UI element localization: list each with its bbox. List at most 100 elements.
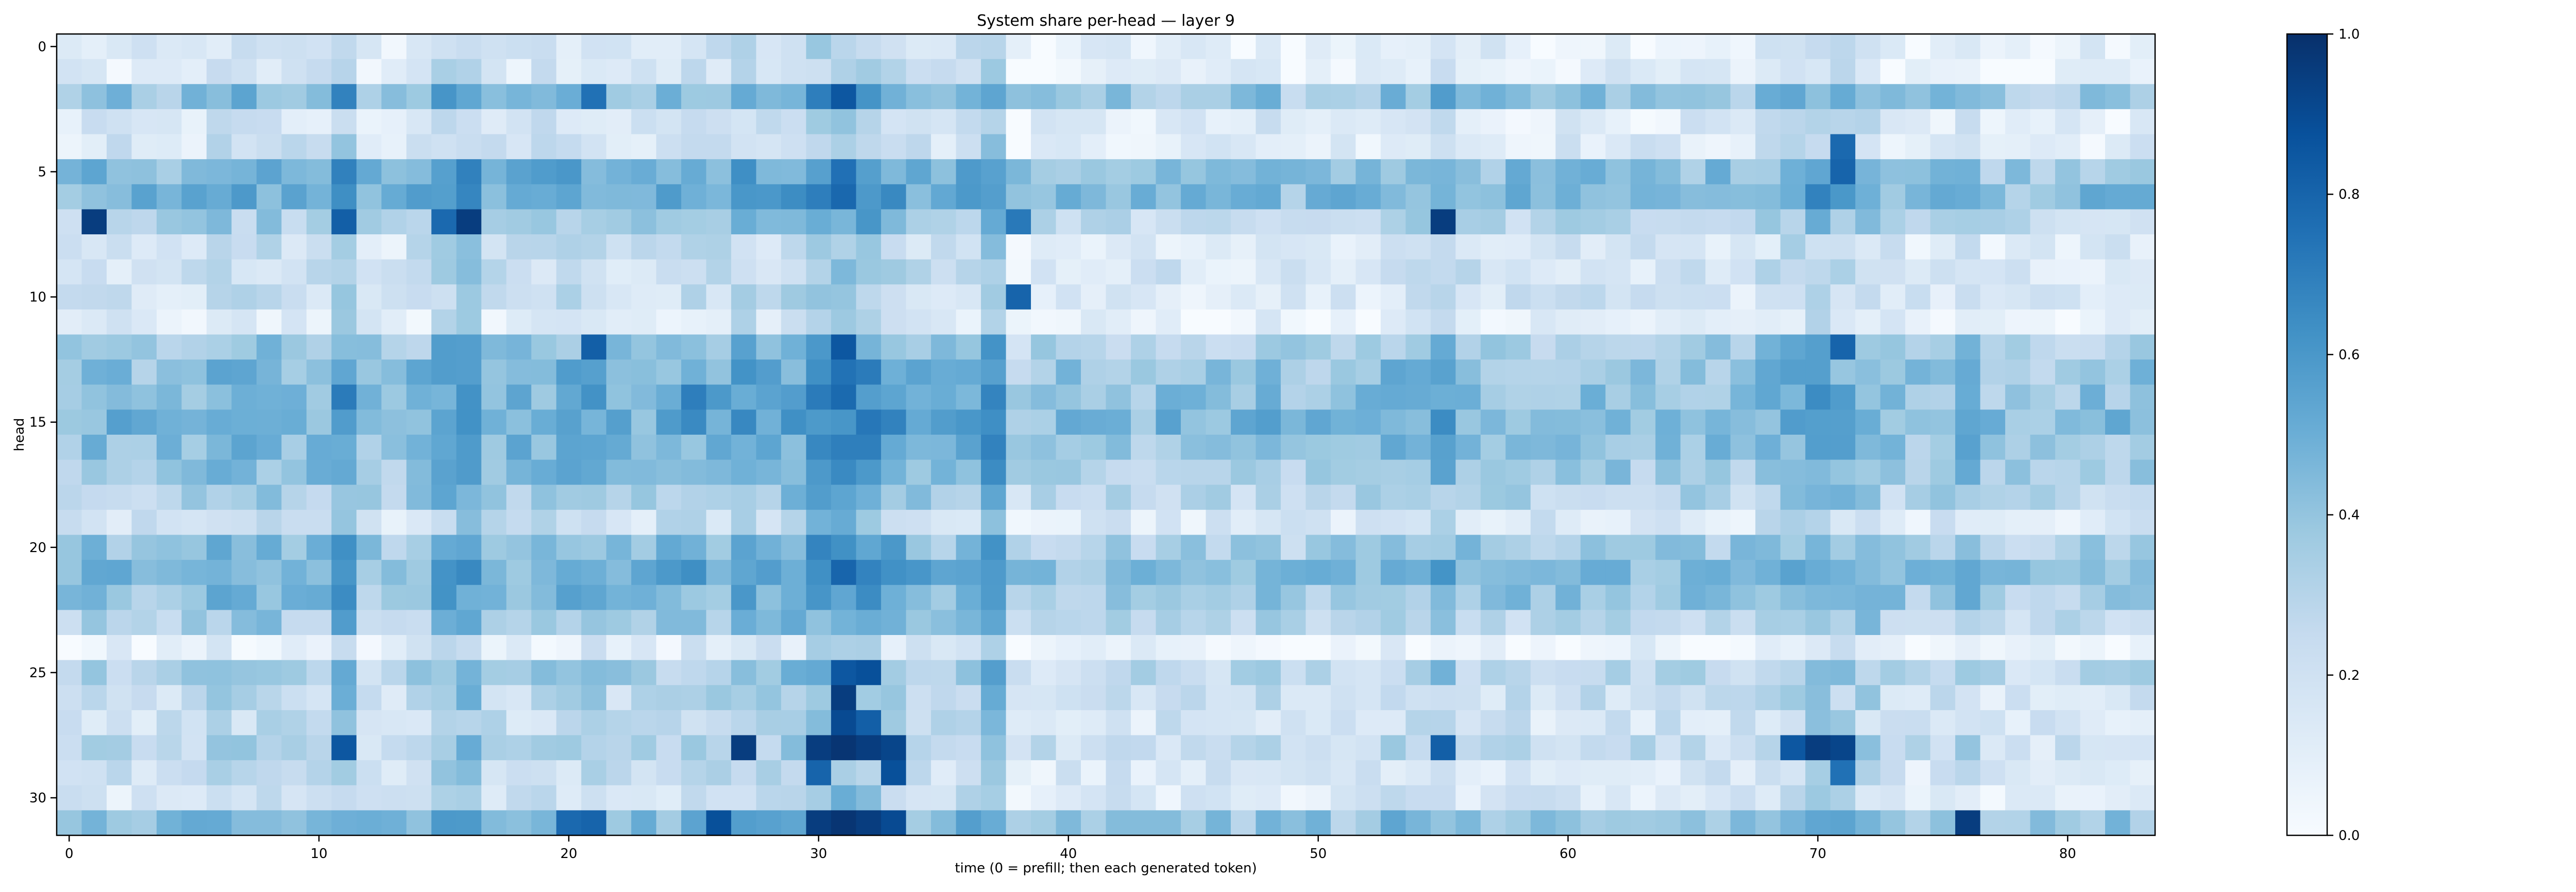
heatmap-cell: [1905, 409, 1931, 435]
x-tick-label: 10: [311, 846, 328, 862]
heatmap-cell: [1830, 785, 1856, 811]
heatmap-cell: [1905, 710, 1931, 736]
heatmap-cell: [1130, 485, 1157, 510]
heatmap-cell: [2080, 710, 2106, 736]
heatmap-cell: [306, 159, 332, 185]
heatmap-cell: [431, 810, 457, 836]
heatmap-cell: [606, 334, 632, 360]
heatmap-cell: [731, 234, 757, 260]
heatmap-cell: [681, 735, 707, 761]
heatmap-cell: [1580, 84, 1606, 110]
heatmap-cell: [231, 785, 257, 811]
heatmap-cell: [1655, 459, 1681, 485]
heatmap-cell: [1280, 259, 1307, 285]
heatmap-cell: [2130, 685, 2156, 711]
heatmap-cell: [956, 309, 981, 335]
heatmap-cell: [1031, 435, 1057, 460]
heatmap-cell: [931, 59, 957, 84]
heatmap-cell: [2080, 585, 2106, 610]
heatmap-cell: [1605, 84, 1631, 110]
heatmap-cell: [2105, 660, 2131, 685]
heatmap-cell: [981, 309, 1007, 335]
heatmap-cell: [1180, 635, 1207, 661]
heatmap-cell: [131, 184, 157, 210]
heatmap-cell: [1755, 760, 1781, 786]
heatmap-cell: [1256, 635, 1281, 661]
heatmap-cell: [281, 735, 307, 761]
heatmap-cell: [656, 59, 682, 84]
heatmap-cell: [181, 710, 207, 736]
heatmap-cell: [956, 710, 981, 736]
heatmap-cell: [1980, 435, 2006, 460]
heatmap-cell: [506, 159, 532, 185]
heatmap-cell: [831, 159, 857, 185]
heatmap-cell: [256, 359, 282, 385]
heatmap-cell: [2080, 84, 2106, 110]
heatmap-cell: [831, 785, 857, 811]
heatmap-cell: [1480, 435, 1506, 460]
heatmap-cell: [331, 685, 357, 711]
heatmap-cell: [631, 635, 657, 661]
heatmap-cell: [1206, 309, 1231, 335]
heatmap-cell: [581, 59, 607, 84]
heatmap-cell: [681, 485, 707, 510]
heatmap-cell: [1930, 735, 1956, 761]
heatmap-cell: [1306, 585, 1331, 610]
heatmap-cell: [381, 184, 407, 210]
heatmap-cell: [1056, 485, 1081, 510]
heatmap-cell: [531, 259, 557, 285]
heatmap-cell: [2030, 159, 2056, 185]
heatmap-cell: [2005, 334, 2031, 360]
heatmap-cell: [1580, 334, 1606, 360]
heatmap-cell: [631, 535, 657, 560]
heatmap-cell: [1780, 134, 1806, 160]
heatmap-cell: [1855, 84, 1881, 110]
heatmap-cell: [531, 660, 557, 685]
heatmap-cell: [1106, 710, 1131, 736]
heatmap-cell: [2130, 459, 2156, 485]
heatmap-cell: [881, 459, 907, 485]
heatmap-cell: [931, 459, 957, 485]
heatmap-cell: [631, 184, 657, 210]
heatmap-cell: [606, 159, 632, 185]
heatmap-cell: [1630, 359, 1656, 385]
heatmap-cell: [1106, 560, 1131, 586]
heatmap-cell: [706, 84, 732, 110]
heatmap-cell: [681, 109, 707, 135]
heatmap-cell: [931, 209, 957, 235]
heatmap-cell: [1955, 334, 1981, 360]
heatmap-cell: [131, 710, 157, 736]
heatmap-cell: [1630, 560, 1656, 586]
heatmap-cell: [1056, 535, 1081, 560]
heatmap-cell: [156, 760, 182, 786]
heatmap-cell: [1280, 134, 1307, 160]
heatmap-cell: [2080, 560, 2106, 586]
heatmap-cell: [781, 435, 807, 460]
heatmap-cell: [2080, 109, 2106, 135]
heatmap-cell: [1605, 509, 1631, 536]
heatmap-cell: [906, 535, 931, 560]
heatmap-cell: [756, 685, 782, 711]
heatmap-cell: [606, 810, 632, 836]
heatmap-cell: [906, 509, 931, 536]
heatmap-cell: [206, 334, 232, 360]
heatmap-cell: [731, 760, 757, 786]
heatmap-cell: [1955, 560, 1981, 586]
heatmap-cell: [2005, 785, 2031, 811]
heatmap-cell: [756, 710, 782, 736]
heatmap-cell: [356, 585, 382, 610]
heatmap-cell: [1256, 334, 1281, 360]
heatmap-cell: [606, 435, 632, 460]
heatmap-cell: [1855, 459, 1881, 485]
heatmap-cell: [57, 184, 82, 210]
heatmap-cell: [1006, 384, 1031, 410]
heatmap-cell: [1930, 560, 1956, 586]
heatmap-cell: [1206, 760, 1231, 786]
heatmap-cell: [1705, 134, 1731, 160]
heatmap-cell: [1780, 435, 1806, 460]
heatmap-cell: [2005, 710, 2031, 736]
heatmap-cell: [1306, 334, 1331, 360]
heatmap-cell: [556, 159, 582, 185]
heatmap-cell: [206, 685, 232, 711]
heatmap-cell: [931, 585, 957, 610]
